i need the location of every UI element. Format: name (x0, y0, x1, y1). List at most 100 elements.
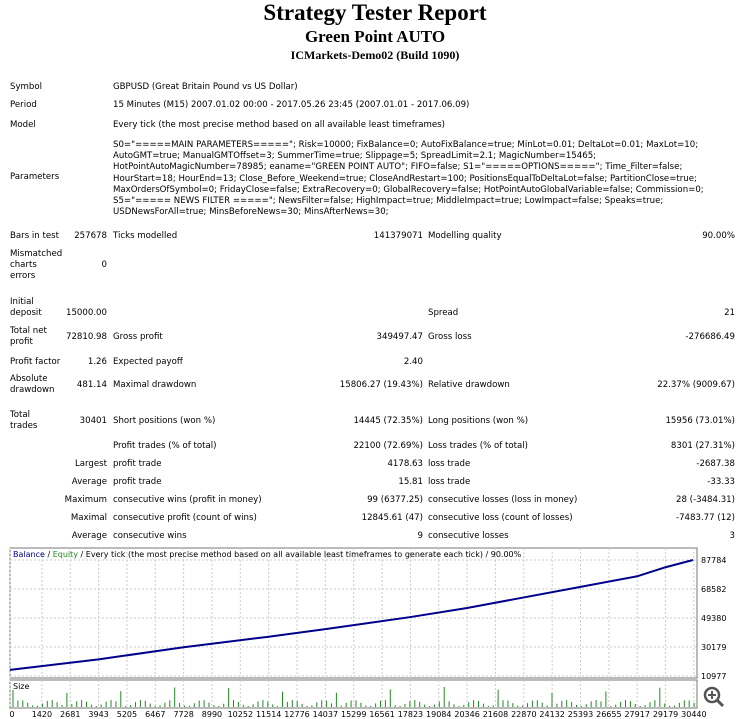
average-label: Average (71, 531, 107, 541)
size-label: Size (13, 682, 30, 691)
abs-dd-label: drawdown (10, 385, 55, 395)
parameters-value: S0="=====MAIN PARAMETERS====="; Risk=100… (113, 140, 743, 218)
x-tick-label: 27917 (624, 710, 649, 719)
largest-label: Largest (74, 459, 107, 469)
x-tick-label: 0 (9, 710, 14, 719)
mcw-label: consecutive wins (profit in money) (113, 495, 262, 505)
x-tick-label: 29179 (653, 710, 678, 719)
legend-balance: Balance (13, 550, 45, 559)
param-line: AutoGMT=true; ManualGMTOffset=3; SummerT… (113, 151, 597, 162)
chart-legend: Balance / Equity / Every tick (the most … (13, 550, 522, 559)
mclo-value: -7483.77 (12) (675, 513, 735, 523)
mcl-label: consecutive losses (loss in money) (428, 495, 578, 505)
zoom-in-icon[interactable] (703, 686, 725, 708)
y-tick-label: 68582 (701, 585, 726, 594)
x-tick-label: 10252 (228, 710, 253, 719)
trades-value: 30401 (79, 416, 107, 426)
x-tick-label: 21608 (483, 710, 508, 719)
server-build: ICMarkets-Demo02 (Build 1090) (290, 48, 460, 62)
profit-trades-label: Profit trades (% of total) (113, 441, 217, 451)
x-tick-label: 25393 (568, 710, 593, 719)
acl-label: consecutive losses (428, 531, 509, 541)
x-tick-label: 11514 (256, 710, 281, 719)
param-line: MaxOrdersOfSymbol=0; FridayClose=false; … (113, 184, 704, 195)
loss-trades-value: 8301 (27.31%) (670, 441, 735, 451)
mcp-value: 12845.61 (47) (361, 513, 423, 523)
quality-value: 90.00% (702, 231, 735, 241)
max-dd-value: 15806.27 (19.43%) (339, 380, 423, 390)
mcl-value: 28 (-3484.31) (675, 495, 735, 505)
ll-label: loss trade (428, 459, 471, 469)
symbol-value: GBPUSD (Great Britain Pound vs US Dollar… (113, 82, 298, 92)
param-line: HourStart=18; HourEnd=13; Close_Before_W… (113, 173, 697, 184)
parameters-label: Parameters (10, 172, 60, 182)
net-label: Total net (10, 326, 47, 336)
x-tick-label: 1420 (32, 710, 52, 719)
x-tick-label: 14037 (313, 710, 338, 719)
report-title: Strategy Tester Report (263, 0, 487, 25)
deposit-label: deposit (10, 308, 42, 318)
period-value: 15 Minutes (M15) 2007.01.02 00:00 - 2017… (113, 100, 470, 110)
trades-label: trades (10, 421, 38, 431)
mclo-label: consecutive loss (count of losses) (428, 513, 573, 523)
mcp-label: consecutive profit (count of wins) (113, 513, 257, 523)
ap-value: 15.81 (398, 477, 423, 487)
ap-label: profit trade (113, 477, 162, 487)
max-dd-label: Maximal drawdown (113, 380, 197, 390)
legend-rest: / Every tick (the most precise method ba… (78, 550, 522, 559)
bars-label: Bars in test (10, 231, 59, 241)
balance-chart: 0 1420 2681 3943 5205 6467 7728 8990 10252 11514 1… (9, 547, 726, 719)
x-tick-label: 8990 (202, 710, 222, 719)
period-label: Period (10, 100, 37, 110)
x-tick-label: 5205 (117, 710, 137, 719)
param-line: S0="=====MAIN PARAMETERS====="; Risk=100… (113, 140, 699, 150)
y-tick-label: 87784 (701, 556, 726, 565)
short-label: Short positions (won %) (113, 416, 216, 426)
x-tick-label: 26655 (596, 710, 621, 719)
al-value: -33.33 (707, 477, 735, 487)
x-tick-label: 7728 (173, 710, 193, 719)
y-tick-label: 10977 (701, 672, 726, 681)
mismatch-label: errors (10, 271, 36, 281)
al-label: loss trade (428, 477, 471, 487)
x-tick-label: 19084 (426, 710, 451, 719)
lp-label: profit trade (113, 459, 162, 469)
gross-loss-label: Gross loss (428, 332, 472, 342)
profit-trades-value: 22100 (72.69%) (353, 441, 423, 451)
maximum-label: Maximum (64, 495, 107, 505)
loss-trades-label: Loss trades (% of total) (428, 441, 528, 451)
short-value: 14445 (72.35%) (353, 416, 423, 426)
x-tick-label: 3943 (88, 710, 108, 719)
param-line: USDNewsForAll=true; MinsBeforeNews=30; M… (113, 207, 389, 218)
model-value: Every tick (the most precise method base… (113, 120, 446, 130)
abs-dd-value: 481.14 (76, 380, 107, 390)
rel-dd-label: Relative drawdown (428, 380, 510, 390)
x-tick-label: 16561 (369, 710, 394, 719)
spread-value: 21 (724, 308, 735, 318)
mismatch-label: charts (10, 260, 37, 270)
legend-equity: Equity (53, 550, 79, 559)
param-line: HotPointAutoMagicNumber=78985; eaname="G… (113, 162, 683, 173)
gross-loss-value: -276686.49 (685, 332, 735, 342)
lp-value: 4178.63 (387, 459, 423, 469)
ticks-value: 141379071 (373, 231, 423, 241)
model-label: Model (10, 120, 36, 130)
deposit-label: Initial (10, 297, 34, 307)
ticks-label: Ticks modelled (113, 231, 178, 241)
x-tick-label: 6467 (145, 710, 165, 719)
ep-label: Expected payoff (113, 357, 183, 367)
symbol-label: Symbol (10, 82, 43, 92)
y-tick-label: 30179 (701, 643, 726, 652)
acw-label: consecutive wins (113, 531, 187, 541)
mismatch-value: 0 (101, 260, 107, 270)
acl-value: 3 (729, 531, 735, 541)
y-tick-label: 49380 (701, 614, 726, 623)
quality-label: Modelling quality (428, 231, 502, 241)
long-label: Long positions (won %) (428, 416, 529, 426)
legend-sep1: / (45, 550, 53, 559)
ll-value: -2687.38 (696, 459, 735, 469)
spread-label: Spread (428, 308, 459, 318)
rel-dd-value: 22.37% (9009.67) (657, 380, 735, 390)
gross-profit-value: 349497.47 (376, 332, 423, 342)
maximal-label: Maximal (70, 513, 107, 523)
